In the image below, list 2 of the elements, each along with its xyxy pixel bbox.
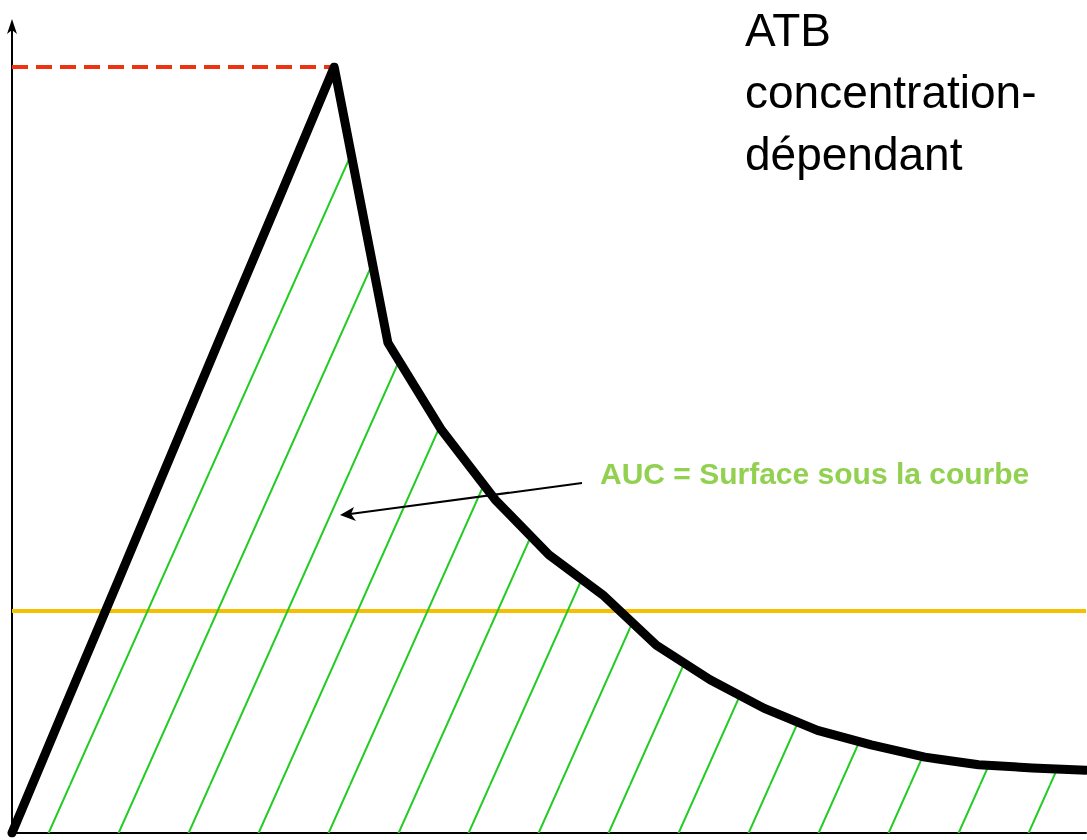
annotation: AUC = Surface sous la courbe [600, 456, 1030, 490]
chart-title: ATB concentration-dépendant [745, 4, 1037, 180]
